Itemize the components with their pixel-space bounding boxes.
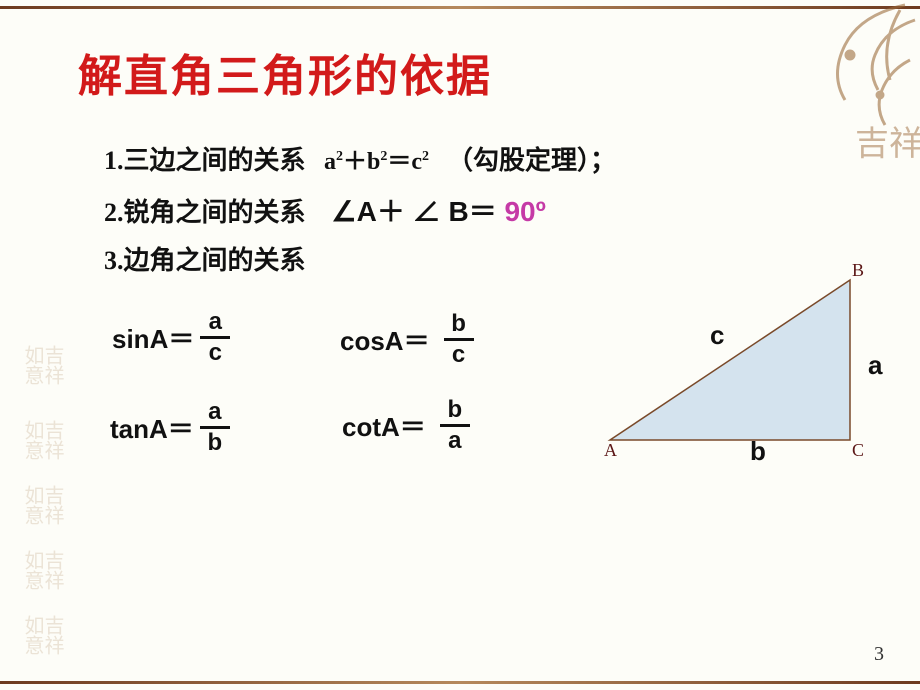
var-a: a [324,149,336,175]
num-b2: b [443,398,466,424]
num-a2: a [204,400,225,426]
corner-text-1: 吉祥如意 [855,125,920,163]
frac-a-over-b: a b [200,400,230,455]
eq-2: ＝ [469,196,497,227]
vertex-B: B [852,260,864,281]
page-number: 3 [874,643,884,666]
angle-A: A [357,196,377,227]
seal-stamp-3: 吉祥如意 [12,475,62,530]
angle-sym-1: ∠ [332,196,357,227]
den-a1: a [444,427,465,453]
top-border-decoration [0,6,920,9]
frac-b-over-c: b c [444,312,474,367]
den-b1: b [203,429,226,455]
rule-1-suffix: （勾股定理）； [447,146,616,175]
sup-2a: 2 [336,149,343,164]
cotA-label: cotA＝ [342,407,426,444]
rule-2-angles: 2.锐角之间的关系 ∠A＋ ∠ B＝ 90º [104,190,546,230]
page-title: 解直角三角形的依据 [78,40,492,104]
triangle-svg [590,260,890,460]
frac-a-over-c: a c [200,310,230,365]
seal-stamp-4: 吉祥如意 [12,540,62,595]
rule-3-side-angle: 3.边角之间的关系 [104,240,306,277]
vertex-A: A [604,440,617,461]
ninety-degrees: 90º [504,196,545,227]
right-triangle-diagram: A B C a b c [590,260,890,460]
tanA-label: tanA＝ [110,409,194,446]
plus-2: ＋ [377,196,405,227]
var-c: c [411,149,422,175]
sinA-label: sinA＝ [112,319,194,356]
cotA-eq: cotA＝ b a [342,398,470,453]
side-a: a [868,350,882,381]
num-b1: b [447,312,470,338]
den-c1: c [205,339,226,365]
side-c: c [710,320,724,351]
seal-stamp-1: 吉祥如意 [12,335,62,390]
den-c2: c [448,341,469,367]
seal-stamp-2: 吉祥如意 [12,410,62,465]
angle-sym-2: ∠ [413,196,441,227]
tanA-eq: tanA＝ a b [110,400,230,455]
num-a1: a [205,310,226,336]
angle-B: B [448,196,468,227]
seal-stamp-5: 吉祥如意 [12,605,62,660]
plus-1: ＋ [343,149,367,175]
cosA-label: cosA＝ [340,321,430,358]
bottom-border-decoration [0,681,920,684]
cosA-eq: cosA＝ b c [340,312,474,367]
rule-1-prefix: 1.三边之间的关系 [104,146,306,175]
rule-2-prefix: 2.锐角之间的关系 [104,198,306,227]
rule-1-sides: 1.三边之间的关系 a2＋b2＝c2 （勾股定理）； [104,140,616,177]
frac-b-over-a: b a [440,398,470,453]
sup-2c: 2 [422,149,429,164]
triangle-shape [610,280,850,440]
corner-ornament: 吉祥如意 [790,0,920,190]
sinA-eq: sinA＝ a c [112,310,230,365]
eq-1: ＝ [387,149,411,175]
vertex-C: C [852,440,864,461]
side-b: b [750,436,766,467]
var-b: b [367,149,380,175]
